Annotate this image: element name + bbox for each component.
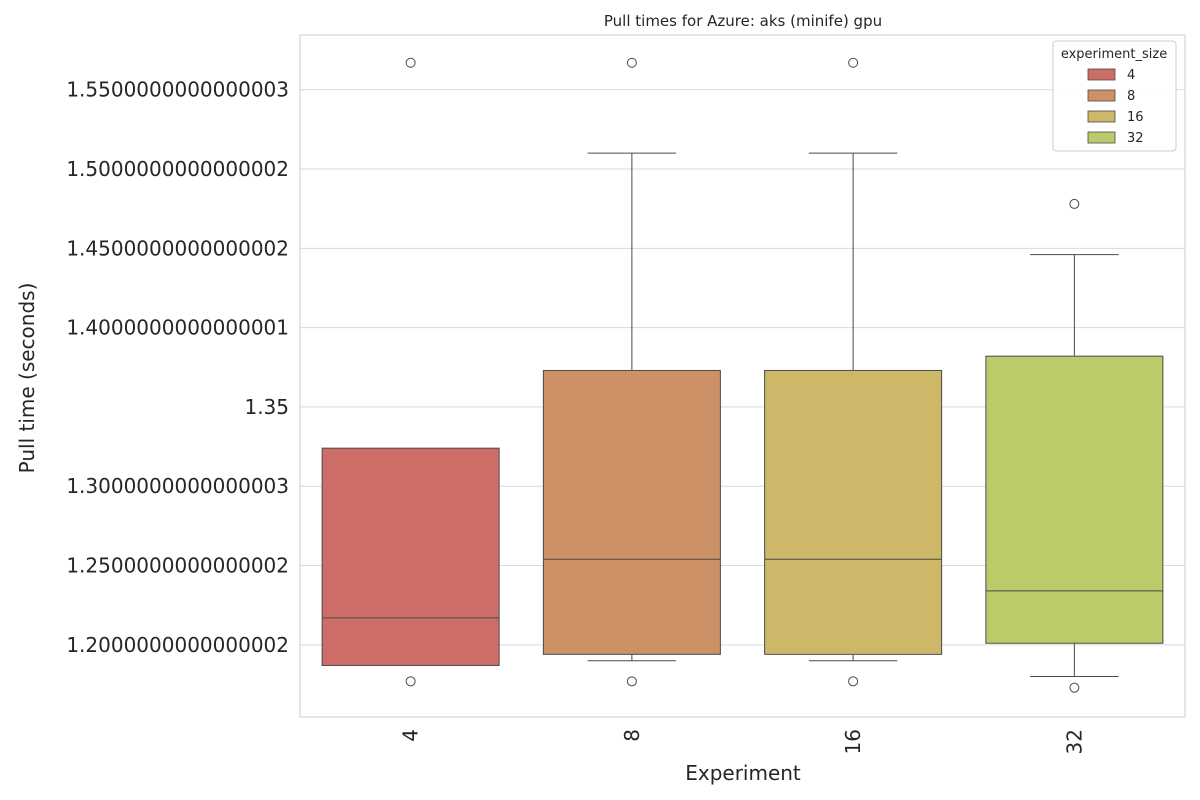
y-tick-label: 1.5500000000000003 xyxy=(66,78,289,102)
legend-label: 16 xyxy=(1127,110,1144,125)
y-tick-label: 1.4500000000000002 xyxy=(66,236,289,260)
outlier-point xyxy=(405,57,416,68)
box-group-16 xyxy=(764,57,943,687)
outlier-point xyxy=(848,676,859,687)
x-tick-label: 4 xyxy=(399,729,423,742)
x-tick-label: 16 xyxy=(841,729,865,754)
legend-label: 4 xyxy=(1127,68,1135,83)
box-group-32 xyxy=(985,198,1164,693)
legend-swatch xyxy=(1087,110,1116,123)
outlier-point xyxy=(848,57,859,68)
outlier-point xyxy=(626,57,637,68)
legend-swatch xyxy=(1087,68,1116,81)
box-iqr xyxy=(985,355,1164,644)
x-tick-labels: 4 8 16 32 xyxy=(399,729,1087,754)
box-iqr xyxy=(321,447,500,666)
outlier-point xyxy=(1069,198,1080,209)
y-tick-labels: 1.2000000000000002 1.2500000000000002 1.30… xyxy=(66,78,289,657)
y-tick-label: 1.2500000000000002 xyxy=(66,554,289,578)
y-tick-label: 1.3000000000000003 xyxy=(66,474,289,498)
legend-swatch xyxy=(1087,131,1116,144)
box-iqr xyxy=(542,369,721,655)
outlier-point xyxy=(626,676,637,687)
legend-title: experiment_size xyxy=(1061,47,1167,62)
x-tick-label: 32 xyxy=(1062,729,1086,754)
legend-label: 8 xyxy=(1127,89,1135,104)
x-axis-title: Experiment xyxy=(685,761,801,785)
y-tick-label: 1.2000000000000002 xyxy=(66,633,289,657)
y-tick-label: 1.4000000000000001 xyxy=(66,316,289,340)
chart-title: Pull times for Azure: aks (minife) gpu xyxy=(604,12,882,30)
legend: experiment_size 4 8 16 32 xyxy=(1052,40,1177,152)
boxes-layer xyxy=(321,57,1164,693)
plot-frame xyxy=(299,34,1186,718)
y-axis-title: Pull time (seconds) xyxy=(15,283,39,474)
outlier-point xyxy=(1069,682,1080,693)
box-group-4 xyxy=(321,57,500,687)
x-tick-label: 8 xyxy=(620,729,644,742)
legend-swatch xyxy=(1087,89,1116,102)
y-tick-label: 1.5000000000000002 xyxy=(66,157,289,181)
outlier-point xyxy=(405,676,416,687)
legend-label: 32 xyxy=(1127,131,1144,146)
legend-items: 4 8 16 32 xyxy=(1087,68,1144,146)
box-group-8 xyxy=(542,57,721,687)
box-iqr xyxy=(764,369,943,655)
y-tick-label: 1.35 xyxy=(244,395,289,419)
